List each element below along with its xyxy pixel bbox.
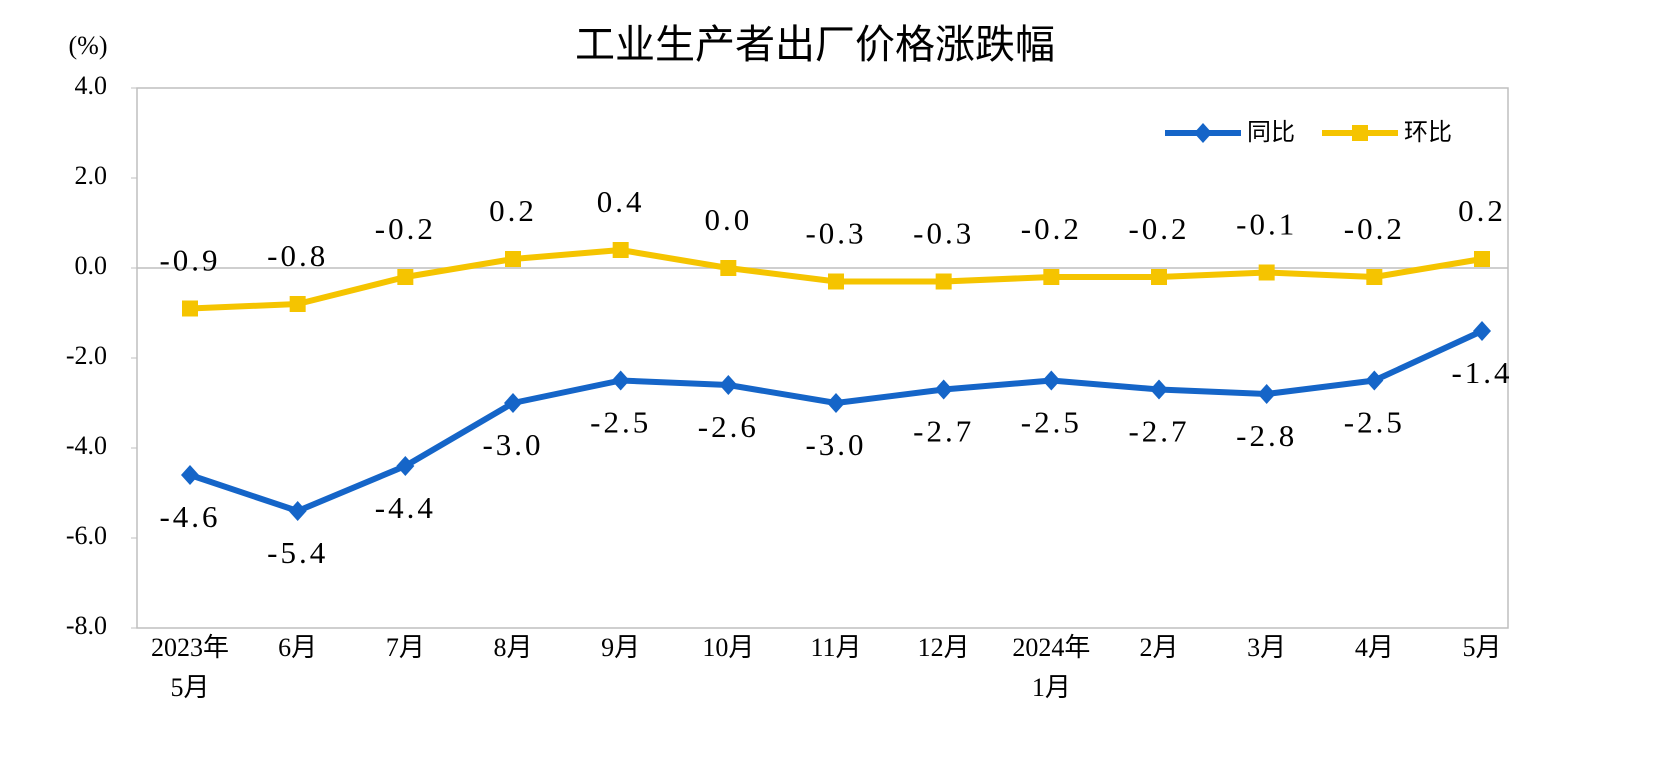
x-tick-label: 7月 xyxy=(386,633,425,662)
y-axis-label: (%) xyxy=(69,31,108,60)
marker xyxy=(935,273,952,290)
data-label: -0.2 xyxy=(1021,211,1082,246)
data-label: -3.0 xyxy=(482,427,543,462)
y-tick-label: -6.0 xyxy=(66,521,107,550)
data-label: -0.9 xyxy=(159,243,220,278)
y-tick-label: 4.0 xyxy=(75,71,108,100)
data-label: -0.3 xyxy=(913,216,974,251)
marker xyxy=(827,393,845,413)
marker xyxy=(612,242,629,258)
data-label: 0.4 xyxy=(597,184,645,219)
data-label: -4.4 xyxy=(375,490,436,525)
y-tick-label: -8.0 xyxy=(66,611,107,640)
marker xyxy=(828,273,844,290)
marker xyxy=(505,251,521,267)
x-tick-label: 4月 xyxy=(1355,633,1394,662)
marker xyxy=(1257,384,1276,404)
marker xyxy=(1473,321,1491,341)
plot-area xyxy=(136,87,1509,629)
data-label: -5.4 xyxy=(267,535,328,570)
data-label: 0.2 xyxy=(489,193,537,228)
y-tick-label: 2.0 xyxy=(75,161,108,190)
marker xyxy=(1043,269,1060,285)
x-tick-label: 11月 xyxy=(810,633,861,662)
data-label: -0.2 xyxy=(1128,211,1189,246)
data-label: -2.5 xyxy=(1021,405,1082,440)
data-label: -0.8 xyxy=(267,238,328,273)
marker xyxy=(1151,269,1167,285)
marker xyxy=(720,260,737,276)
data-label: -0.2 xyxy=(375,211,436,246)
marker xyxy=(1194,123,1212,143)
data-label: -2.7 xyxy=(913,414,974,449)
data-label: 0.2 xyxy=(1458,193,1506,228)
data-label: -3.0 xyxy=(805,427,866,462)
data-label: -0.1 xyxy=(1236,207,1297,242)
marker xyxy=(504,393,522,413)
marker xyxy=(397,269,414,285)
marker xyxy=(182,300,198,317)
x-tick-label: 12月 xyxy=(918,633,970,662)
x-tick-line: 1月 xyxy=(1032,673,1071,702)
x-tick-label: 2023年 5月 xyxy=(151,633,229,702)
data-label: -2.5 xyxy=(1344,405,1405,440)
data-label: -2.7 xyxy=(1128,414,1189,449)
x-tick-label: 6月 xyxy=(278,633,317,662)
data-label: -0.3 xyxy=(805,216,866,251)
marker xyxy=(289,296,306,312)
data-label: -2.6 xyxy=(698,409,759,444)
legend-label: 环比 xyxy=(1404,118,1452,146)
data-label: -0.2 xyxy=(1344,211,1405,246)
marker xyxy=(1150,379,1168,400)
y-tick-label: 0.0 xyxy=(75,251,108,280)
chart-title: 工业生产者出厂价格涨跌幅 xyxy=(575,22,1055,68)
y-tick-label: -4.0 xyxy=(66,431,107,460)
marker xyxy=(288,501,307,521)
legend-label: 同比 xyxy=(1247,118,1295,146)
marker xyxy=(1042,370,1061,391)
x-tick-label: 8月 xyxy=(493,633,532,662)
marker xyxy=(1352,125,1368,141)
marker xyxy=(1474,251,1490,267)
data-label: -4.6 xyxy=(159,499,220,534)
x-tick-line: 2023年 xyxy=(151,633,229,662)
x-tick-line: 5月 xyxy=(170,673,209,702)
marker xyxy=(396,456,415,476)
x-tick-label: 5月 xyxy=(1462,633,1501,662)
marker xyxy=(1365,370,1384,391)
marker xyxy=(719,375,738,395)
x-tick-label: 10月 xyxy=(702,633,754,662)
marker xyxy=(181,465,199,485)
marker xyxy=(934,379,953,400)
y-tick-label: -2.0 xyxy=(66,341,107,370)
data-label: 0.0 xyxy=(704,202,752,237)
data-label: -2.5 xyxy=(590,405,651,440)
x-tick-line: 2024年 xyxy=(1012,633,1090,662)
marker xyxy=(1258,264,1275,281)
x-tick-label: 3月 xyxy=(1247,633,1286,662)
data-label: -2.8 xyxy=(1236,418,1297,453)
marker xyxy=(1366,269,1383,285)
x-tick-label: 9月 xyxy=(601,633,640,662)
x-tick-label: 2024年 1月 xyxy=(1012,633,1090,702)
data-label: -1.4 xyxy=(1451,355,1512,390)
x-tick-label: 2月 xyxy=(1139,633,1178,662)
marker xyxy=(611,370,630,391)
